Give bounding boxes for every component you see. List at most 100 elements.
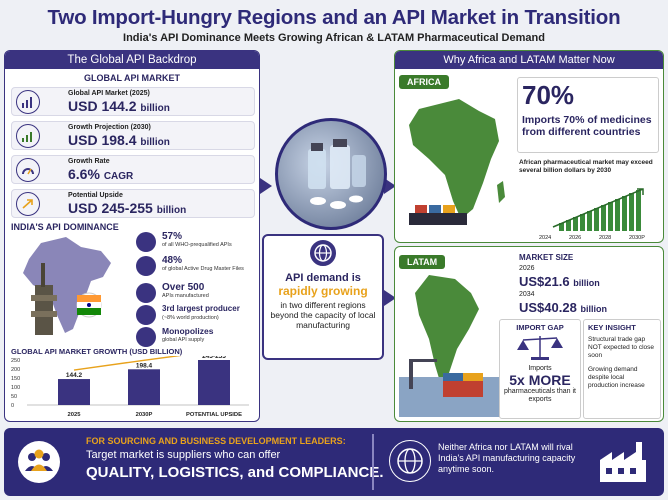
bar-chart-icon <box>16 90 40 114</box>
africa-pct-desc: Imports 70% of medicines from different … <box>522 114 652 138</box>
factory-icon <box>600 442 646 482</box>
dominance-item: 3rd largest producer (~8% world producti… <box>136 304 258 326</box>
pill-icon <box>136 232 156 252</box>
metric-label: Global API Market (2025) <box>68 90 150 97</box>
bottom-banner: FOR SOURCING AND BUSINESS DEVELOPMENT LE… <box>4 428 664 496</box>
africa-tag: AFRICA <box>399 75 449 89</box>
metric-card: Potential Upside USD 245-255 billion <box>11 189 255 218</box>
metric-label: Potential Upside <box>68 192 123 199</box>
y-tick-label: 50 <box>11 394 17 400</box>
latam-tag: LATAM <box>399 255 446 269</box>
latam-year2: 2034 <box>519 291 535 298</box>
africa-year: 2026 <box>569 235 581 241</box>
dominance-item: 57% of all WHO-prequalified APIs <box>136 231 258 253</box>
arrow-right-icon <box>260 178 272 194</box>
chart-bar <box>128 369 160 405</box>
gauge-icon <box>16 158 40 182</box>
africa-year: 2030P <box>629 235 645 241</box>
folder-icon <box>136 256 156 276</box>
india-map-illustration <box>23 237 111 335</box>
globe-icon <box>308 238 338 268</box>
center-line1: API demand is <box>285 272 361 284</box>
global-api-panel: The Global API Backdrop GLOBAL API MARKE… <box>4 50 260 422</box>
metric-label: Growth Rate <box>68 158 110 165</box>
key-insight-box: KEY INSIGHT Structural trade gap NOT exp… <box>583 319 661 419</box>
latam-map-illustration <box>399 275 511 417</box>
trend-line <box>73 356 182 371</box>
y-tick-label: 250 <box>11 358 20 364</box>
import-gap-title: IMPORT GAP <box>516 323 564 332</box>
globe-icon <box>136 327 156 347</box>
import-gap-big: 5x MORE <box>509 372 571 388</box>
bottom-big: QUALITY, LOGISTICS, and COMPLIANCE. <box>86 464 384 481</box>
growth-chart-title: GLOBAL API MARKET GROWTH (USD BILLION) <box>11 347 183 356</box>
bar-data-label: 245-255 <box>202 356 226 360</box>
import-gap-post: pharmaceuticals than it exports <box>504 388 576 403</box>
latam-value2: US$40.28 billion <box>519 300 607 315</box>
page-subtitle: India's API Dominance Meets Growing Afri… <box>123 32 545 44</box>
growth-chart-icon <box>16 124 40 148</box>
market-size-title: MARKET SIZE <box>519 253 574 262</box>
metric-value: USD 144.2 billion <box>68 98 170 114</box>
latam-year1: 2026 <box>519 265 535 272</box>
global-market-title: GLOBAL API MARKET <box>84 73 180 83</box>
y-tick-label: 100 <box>11 385 20 391</box>
africa-map-illustration <box>409 99 505 225</box>
chart-bar <box>198 360 230 405</box>
africa-growth-chart: 2024 2026 2028 2030P <box>539 188 645 241</box>
metric-value: 6.6% CAGR <box>68 166 134 182</box>
x-tick-label: POTENTIAL UPSIDE <box>186 412 242 418</box>
group-icon <box>18 441 60 483</box>
center-line3: in two different regions beyond the capa… <box>270 300 376 330</box>
bottom-heading: FOR SOURCING AND BUSINESS DEVELOPMENT LE… <box>86 436 346 446</box>
dominance-item: Over 500 APIs manufactured <box>136 282 258 304</box>
latam-value1: US$21.6 billion <box>519 274 600 289</box>
globe-icon <box>389 440 431 482</box>
arrow-right-icon <box>384 290 396 306</box>
africa-pct: 70% <box>522 80 575 110</box>
import-gap-pre: Imports <box>528 365 552 372</box>
x-tick-label: 2025 <box>68 412 82 418</box>
metric-card: Global API Market (2025) USD 144.2 billi… <box>11 87 255 116</box>
dominance-title: INDIA'S API DOMINANCE <box>11 222 119 232</box>
bottom-divider <box>372 434 374 490</box>
page-title: Two Import-Hungry Regions and an API Mar… <box>47 6 621 29</box>
center-line2: rapidly growing <box>278 284 368 298</box>
capsule-icon <box>136 283 156 303</box>
scale-icon <box>517 336 563 360</box>
insight-item: Structural trade gap NOT expected to clo… <box>588 336 654 359</box>
import-gap-box: IMPORT GAP Imports 5x MORE pharmaceutica… <box>499 319 581 419</box>
arrow-right-icon <box>384 178 396 194</box>
x-tick-label: 2030P <box>136 412 153 418</box>
why-heading: Why Africa and LATAM Matter Now <box>395 51 663 69</box>
africa-year: 2024 <box>539 235 551 241</box>
y-tick-label: 150 <box>11 376 20 382</box>
metric-card: Growth Projection (2030) USD 198.4 billi… <box>11 121 255 150</box>
metric-label: Growth Projection (2030) <box>68 124 151 131</box>
metric-value: USD 198.4 billion <box>68 132 170 148</box>
metric-value: USD 245-255 billion <box>68 200 187 216</box>
bar-data-label: 198.4 <box>136 362 153 369</box>
bottom-line: Target market is suppliers who can offer <box>86 449 281 461</box>
metric-card: Growth Rate 6.6% CAGR <box>11 155 255 184</box>
africa-panel: Why Africa and LATAM Matter Now AFRICA 7… <box>394 50 664 243</box>
dominance-item: Monopolizes global API supply <box>136 326 258 348</box>
bar-data-label: 144.2 <box>66 372 83 379</box>
arrow-up-icon <box>16 192 40 216</box>
y-tick-label: 0 <box>11 403 14 409</box>
dominance-item: 48% of global Active Drug Master Files <box>136 255 258 277</box>
global-api-heading: The Global API Backdrop <box>5 51 259 69</box>
insight-item: Growing demand despite local production … <box>588 366 645 389</box>
africa-note: African pharmaceutical market may exceed… <box>519 159 653 174</box>
bottom-right-text: Neither Africa nor LATAM will rival Indi… <box>438 442 576 474</box>
africa-stat-box: 70% Imports 70% of medicines from differ… <box>517 77 659 153</box>
y-tick-label: 200 <box>11 367 20 373</box>
api-vials-image <box>275 118 387 230</box>
center-callout: API demand is rapidly growing in two dif… <box>262 234 384 360</box>
chart-bar <box>58 379 90 405</box>
growth-bar-chart: 250 200 150 100 50 0 144.2 2025 198.4 2030P… <box>11 356 249 418</box>
africa-year: 2028 <box>599 235 611 241</box>
medal-icon <box>136 305 156 325</box>
insight-title: KEY INSIGHT <box>588 323 636 332</box>
latam-panel: LATAM MARKET SIZE 2026 US$21.6 billion 2… <box>394 246 664 422</box>
